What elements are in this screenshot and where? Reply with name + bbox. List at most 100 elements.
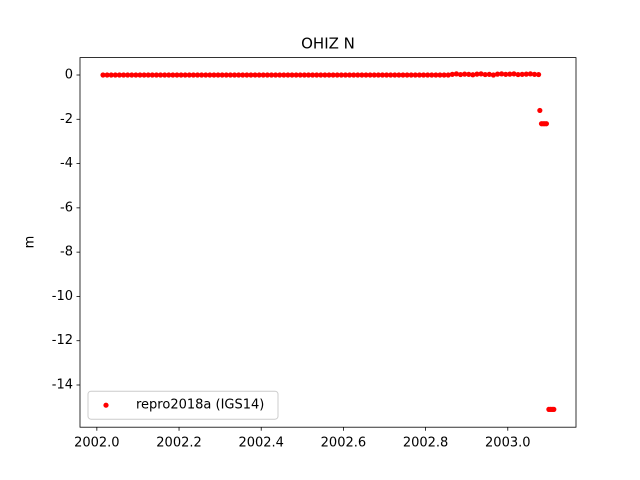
- data-point: [231, 72, 238, 78]
- data-point: [371, 72, 377, 78]
- data-point: [404, 72, 410, 78]
- data-point: [149, 72, 155, 78]
- y-axis-label: m: [23, 236, 38, 249]
- data-point: [486, 71, 492, 77]
- data-point: [531, 71, 538, 77]
- data-point: [338, 72, 344, 78]
- data-point: [244, 72, 250, 78]
- y-tick-label: -14: [52, 377, 73, 392]
- data-point: [252, 72, 258, 78]
- data-point: [314, 72, 320, 78]
- data-point: [236, 72, 242, 78]
- data-point: [186, 72, 192, 78]
- data-point: [326, 72, 332, 78]
- data-point: [141, 72, 147, 78]
- data-point: [388, 72, 394, 78]
- data-point: [153, 72, 160, 78]
- y-tick-label: -12: [52, 333, 73, 348]
- data-point: [392, 72, 398, 78]
- data-point: [174, 72, 180, 78]
- x-tick-label: 2002.0: [74, 436, 120, 451]
- data-point: [342, 72, 349, 78]
- data-point: [273, 72, 279, 78]
- y-tick-label: -4: [60, 156, 73, 171]
- y-tick-label: -8: [60, 245, 73, 260]
- data-point: [227, 72, 234, 78]
- data-point: [416, 72, 423, 78]
- data-point: [478, 71, 484, 77]
- data-point: [445, 72, 451, 78]
- y-tick-label: -2: [60, 112, 73, 127]
- data-point: [346, 72, 353, 78]
- data-point: [162, 72, 168, 78]
- x-tick-label: 2002.2: [156, 436, 202, 451]
- data-point: [507, 71, 513, 77]
- data-point: [355, 72, 361, 78]
- data-point: [194, 72, 201, 78]
- data-point: [457, 71, 464, 78]
- data-point: [408, 72, 414, 78]
- data-point: [277, 72, 283, 78]
- data-point: [215, 72, 221, 78]
- data-point: [301, 72, 307, 78]
- data-point: [190, 72, 197, 78]
- x-tick-label: 2002.4: [238, 436, 284, 451]
- data-point: [523, 71, 529, 77]
- data-point: [519, 71, 525, 77]
- data-point: [379, 72, 386, 78]
- data-point: [309, 72, 316, 78]
- data-point: [293, 72, 299, 78]
- data-point: [108, 72, 114, 78]
- legend-label: repro2018a (IGS14): [136, 398, 264, 413]
- data-point: [499, 71, 505, 77]
- data-point: [285, 72, 291, 78]
- data-point: [207, 72, 213, 78]
- data-point: [375, 72, 381, 78]
- data-point: [145, 72, 151, 78]
- data-point: [178, 72, 184, 78]
- data-point: [536, 71, 542, 78]
- data-point: [470, 72, 476, 78]
- data-point: [305, 72, 312, 78]
- data-point: [264, 72, 270, 78]
- data-point: [474, 71, 480, 77]
- data-point: [441, 72, 447, 78]
- legend-marker: [103, 402, 109, 408]
- data-point: [543, 121, 550, 127]
- data-point: [137, 72, 143, 78]
- data-point: [462, 71, 468, 77]
- data-point: [453, 71, 460, 77]
- data-point: [182, 72, 188, 78]
- data-point: [104, 72, 110, 78]
- data-point: [219, 72, 225, 78]
- data-point: [466, 71, 472, 77]
- data-point: [100, 72, 106, 78]
- data-point: [511, 71, 517, 77]
- data-point: [170, 72, 176, 78]
- data-point: [223, 72, 229, 78]
- data-point: [396, 72, 402, 78]
- data-point: [449, 71, 455, 77]
- data-point: [289, 72, 295, 78]
- data-point: [203, 72, 209, 78]
- data-point: [330, 72, 336, 78]
- data-point: [351, 72, 357, 78]
- chart-title: OHIZ N: [301, 35, 355, 53]
- x-tick-label: 2002.8: [403, 436, 449, 451]
- data-point: [433, 72, 439, 78]
- data-point: [133, 72, 139, 78]
- legend-box: [87, 390, 279, 420]
- data-point: [256, 72, 262, 78]
- data-point: [268, 72, 275, 78]
- plot-frame: [79, 57, 577, 428]
- data-point: [116, 72, 123, 78]
- x-tick-label: 2003.0: [485, 436, 531, 451]
- data-point: [490, 72, 497, 78]
- data-point: [260, 72, 266, 78]
- data-point: [166, 72, 172, 78]
- data-point: [359, 72, 365, 78]
- data-point: [425, 72, 431, 78]
- data-point: [515, 71, 521, 78]
- data-point: [412, 72, 418, 78]
